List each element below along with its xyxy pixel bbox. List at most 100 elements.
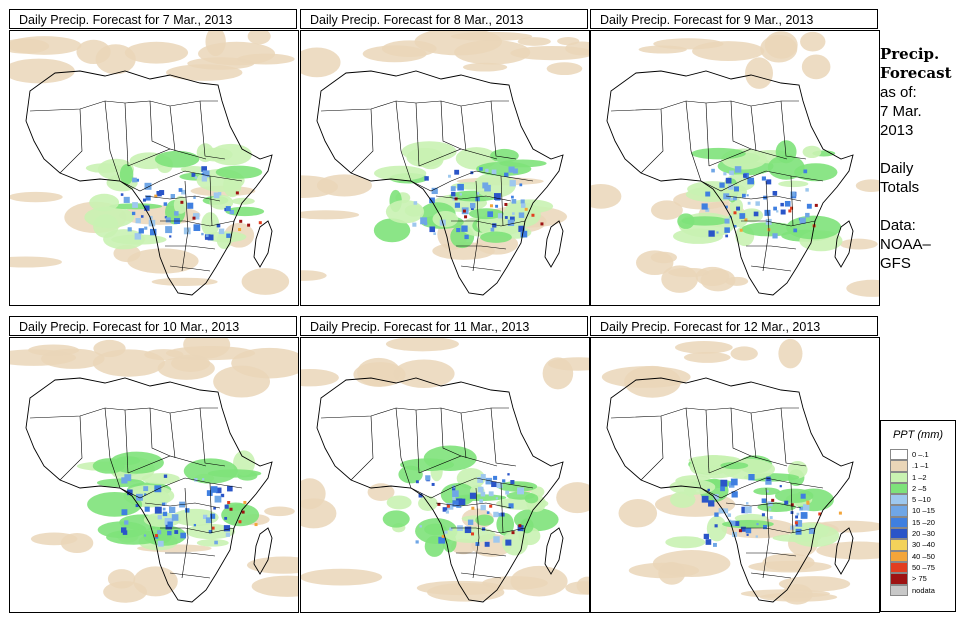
heavy-rain-cell	[450, 186, 456, 192]
heavy-rain-cell	[183, 227, 191, 235]
dry-patch	[510, 45, 589, 61]
heavy-rain-cell	[768, 508, 772, 511]
country-border	[762, 180, 770, 272]
heavy-rain-cell	[491, 481, 497, 488]
country-border	[144, 195, 221, 202]
heavy-rain-cell	[502, 479, 506, 483]
heavy-rain-cell	[705, 191, 711, 197]
heavy-rain-cell	[157, 540, 164, 547]
dry-patch	[556, 482, 589, 514]
heavy-rain-cell	[496, 482, 503, 489]
legend-label: nodata	[912, 585, 935, 595]
extreme-rain-cell	[239, 219, 243, 223]
country-border	[124, 409, 129, 474]
heavy-rain-cell	[170, 194, 176, 199]
heavy-rain-cell	[120, 193, 124, 196]
extreme-rain-cell	[247, 223, 251, 227]
dry-patch	[301, 210, 360, 220]
precip-legend: PPT (mm) 0 –.1 .1 –1 1 –2 2 –5 5 –10 10 –15 15…	[880, 420, 956, 612]
heavy-rain-cell	[201, 176, 208, 182]
heavy-rain-cell	[162, 507, 166, 511]
country-border	[127, 148, 207, 167]
extreme-rain-cell	[489, 504, 493, 508]
heavy-rain-cell	[741, 193, 746, 198]
legend-item: 5 –10	[890, 494, 955, 506]
heavy-rain-cell	[144, 226, 148, 230]
heavy-rain-cell	[712, 542, 717, 547]
heavy-rain-cell	[734, 166, 742, 173]
rain-patch	[382, 510, 410, 528]
dry-patch	[510, 565, 568, 597]
legend-swatch	[890, 584, 908, 596]
heavy-rain-cell	[512, 212, 515, 215]
dry-patch	[565, 581, 589, 595]
heavy-rain-cell	[154, 506, 162, 514]
country-border	[29, 100, 218, 112]
heavy-rain-cell	[740, 526, 746, 532]
heavy-rain-cell	[480, 474, 486, 480]
legend-label: 10 –15	[912, 506, 935, 516]
rain-patch	[400, 458, 454, 472]
heavy-rain-cell	[731, 491, 738, 498]
heavy-rain-cell	[718, 508, 724, 514]
heavy-rain-cell	[765, 478, 772, 485]
legend-swatch	[890, 494, 908, 506]
heavy-rain-cell	[136, 493, 143, 501]
country-border	[750, 265, 792, 272]
heavy-rain-cell	[716, 231, 719, 234]
rain-patch	[183, 458, 238, 484]
heavy-rain-cell	[185, 508, 190, 513]
legend-swatch	[890, 482, 908, 495]
heavy-rain-cell	[452, 496, 456, 501]
country-border	[700, 477, 824, 499]
heavy-rain-cell	[719, 182, 725, 188]
dry-patch	[301, 175, 338, 198]
legend-item: > 75	[890, 573, 955, 585]
dry-patch	[668, 267, 709, 278]
legend-swatch	[890, 550, 908, 562]
heavy-rain-cell	[505, 490, 510, 495]
dry-patch	[762, 553, 815, 572]
heavy-rain-cell	[795, 520, 803, 527]
coastline	[25, 377, 273, 603]
country-border	[725, 195, 802, 202]
heavy-rain-cell	[122, 530, 128, 535]
heavy-rain-cell	[454, 202, 461, 208]
heavy-rain-cell	[144, 493, 147, 496]
rain-patch	[87, 491, 143, 517]
country-border	[750, 572, 792, 579]
heavy-rain-cell	[720, 479, 728, 487]
heavy-rain-cell	[730, 520, 736, 526]
legend-swatch	[890, 528, 908, 540]
heavy-rain-cell	[741, 506, 748, 514]
heavy-rain-cell	[164, 517, 172, 525]
country-border	[395, 100, 412, 182]
extreme-rain-cell	[238, 228, 242, 232]
country-border	[418, 148, 498, 167]
extreme-rain-cell	[790, 503, 794, 507]
dry-patch	[725, 276, 749, 286]
extreme-rain-cell	[531, 213, 535, 217]
heavy-rain-cell	[456, 228, 461, 233]
country-border	[456, 245, 507, 250]
precip-map	[300, 337, 590, 613]
heavy-rain-cell	[453, 504, 457, 508]
country-border	[685, 100, 702, 182]
heavy-rain-cell	[193, 523, 197, 527]
heavy-rain-cell	[420, 217, 428, 225]
panel-title: Daily Precip. Forecast for 11 Mar., 2013	[300, 316, 588, 336]
heavy-rain-cell	[220, 493, 225, 498]
extreme-rain-cell	[235, 191, 239, 195]
heavy-rain-cell	[733, 186, 739, 192]
legend-swatch	[890, 449, 908, 461]
extreme-rain-cell	[739, 228, 743, 232]
country-border	[640, 415, 664, 481]
heavy-rain-cell	[121, 527, 127, 533]
country-border	[410, 477, 534, 499]
dry-patch	[745, 57, 773, 89]
heavy-rain-cell	[202, 514, 208, 519]
heavy-rain-cell	[477, 477, 483, 483]
heavy-rain-cell	[418, 493, 423, 498]
dry-patch	[103, 581, 148, 603]
rain-patch	[154, 150, 200, 168]
